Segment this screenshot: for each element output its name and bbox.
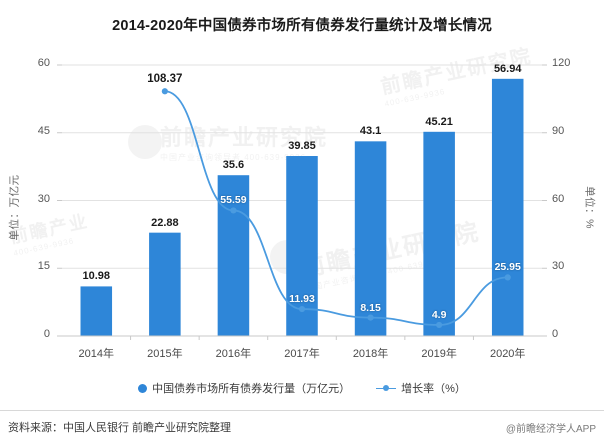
y-axis-right-tick: 60 bbox=[552, 192, 565, 205]
x-axis-tick-label: 2020年 bbox=[489, 348, 526, 360]
line-value-label: 55.59 bbox=[220, 194, 247, 207]
circle-icon bbox=[138, 383, 148, 393]
x-axis-tick-label: 2015年 bbox=[147, 348, 183, 360]
bar-series bbox=[80, 78, 524, 337]
bar-value-label: 43.1 bbox=[359, 125, 382, 138]
legend-item-bar[interactable]: 中国债券市场所有债券发行量（万亿元） bbox=[138, 380, 350, 396]
bar-value-label: 39.85 bbox=[288, 140, 316, 152]
x-axis-tick-label: 2018年 bbox=[352, 348, 389, 360]
y-axis-right-tick: 0 bbox=[552, 328, 559, 340]
line-value-label: 25.95 bbox=[494, 261, 521, 274]
page-title: 2014-2020年中国债券市场所有债券发行量统计及增长情况 bbox=[112, 18, 492, 34]
y-axis-left-tick: 45 bbox=[37, 124, 50, 137]
x-axis-ticks bbox=[130, 336, 474, 340]
y-axis-left-tick: 15 bbox=[37, 260, 50, 273]
legend-item-bar-label: 中国债券市场所有债券发行量（万亿元） bbox=[152, 383, 351, 395]
y-axis-left-tick: 0 bbox=[43, 328, 50, 340]
y-axis-left-tick: 30 bbox=[37, 192, 50, 205]
legend-item-line[interactable]: 增长率（%） bbox=[376, 380, 466, 396]
line-marker-icon bbox=[376, 384, 397, 393]
x-axis-tick-label: 2014年 bbox=[78, 348, 115, 360]
line-value-label: 108.37 bbox=[147, 73, 183, 86]
x-axis-tick-label: 2017年 bbox=[284, 348, 320, 360]
line-series bbox=[161, 88, 511, 329]
y-axis-left-tick: 60 bbox=[37, 57, 50, 69]
bar-value-label: 45.21 bbox=[425, 115, 453, 128]
legend-item-line-label: 增长率（%） bbox=[401, 383, 466, 395]
chart-legend: 中国债券市场所有债券发行量（万亿元） 增长率（%） bbox=[0, 380, 604, 396]
line-value-label: 8.15 bbox=[360, 301, 381, 314]
bar-value-label: 35.6 bbox=[222, 159, 245, 172]
bar-value-label: 22.88 bbox=[151, 216, 179, 229]
y-axis-right-tick: 120 bbox=[552, 57, 571, 69]
y-axis-right-tick: 90 bbox=[552, 124, 565, 137]
footer-brand: @前瞻经济学人APP bbox=[505, 424, 596, 435]
footer: 资料来源：中国人民银行 前瞻产业研究院整理 @前瞻经济学人APP bbox=[0, 410, 604, 443]
bar-value-label: 56.94 bbox=[493, 62, 522, 75]
y-axis-right-tick: 30 bbox=[552, 260, 565, 273]
line-value-label: 11.93 bbox=[289, 293, 315, 306]
line-value-label: 4.9 bbox=[431, 308, 447, 321]
bar-value-label: 10.98 bbox=[82, 270, 111, 283]
footer-source: 资料来源：中国人民银行 前瞻产业研究院整理 bbox=[8, 422, 232, 434]
x-axis-tick-label: 2016年 bbox=[215, 348, 252, 360]
x-axis-tick-label: 2019年 bbox=[421, 348, 457, 360]
